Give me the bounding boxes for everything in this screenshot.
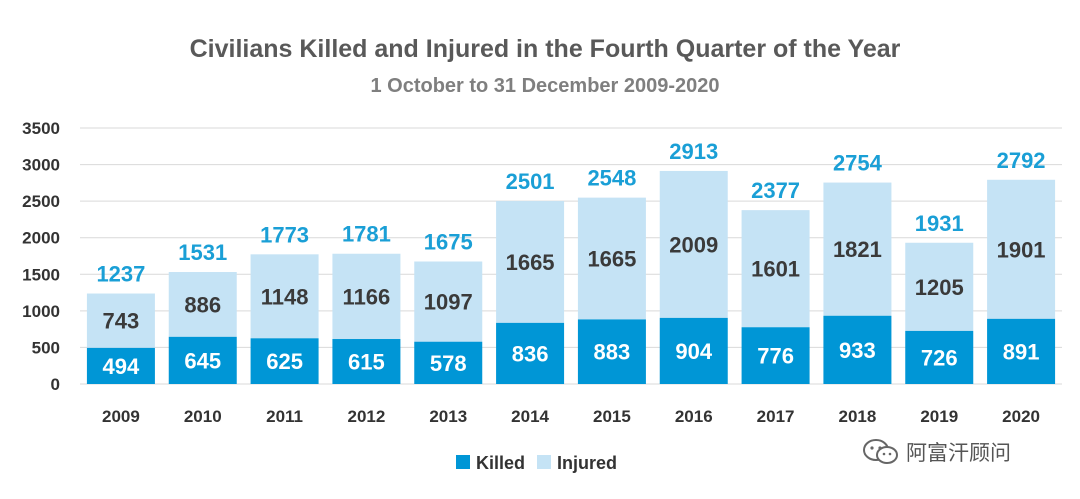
y-tick-label: 2500 [22,192,60,211]
bar-injured [496,201,565,323]
data-label-killed: 625 [266,349,303,374]
bar-injured [741,210,810,328]
data-label-total: 1773 [260,222,309,247]
legend-killed-swatch [456,455,470,469]
watermark-text: 阿富汗顾问 [906,441,1011,465]
x-tick-label: 2020 [1002,407,1040,426]
bar-injured [414,261,483,342]
data-label-killed: 494 [103,354,140,379]
data-label-total: 2792 [997,148,1046,173]
legend-killed-label: Killed [476,453,525,473]
y-tick-label: 1500 [22,265,60,284]
x-tick-label: 2017 [757,407,795,426]
data-label-injured: 1166 [343,284,391,309]
data-label-killed: 836 [512,341,549,366]
bar-injured [987,179,1056,319]
watermark: 阿富汗顾问 [862,437,1011,467]
data-label-total: 2913 [669,139,718,164]
bar-injured [577,197,646,320]
bar-injured [168,272,237,337]
x-axis: 2009 2010 2011 2012 2013 2014 2015 2016 2017 2018… [102,407,1040,426]
y-tick-label: 2000 [22,229,60,248]
y-tick-label: 3500 [22,119,60,138]
data-label-killed: 615 [348,350,385,375]
data-label-killed: 933 [839,338,876,363]
x-tick-label: 2019 [920,407,958,426]
data-label-total: 2501 [506,169,555,194]
bar-killed [496,322,565,384]
data-label-injured: 1097 [424,290,473,315]
x-tick-label: 2011 [266,407,303,426]
bar-killed [332,339,401,384]
data-label-killed: 891 [1003,339,1040,364]
data-label-total: 1531 [178,240,227,265]
bar-injured [86,293,155,348]
x-tick-label: 2010 [184,407,222,426]
data-label-total: 1237 [96,262,145,287]
data-label-total: 1781 [342,222,391,247]
bar-injured [823,182,892,316]
data-label-injured: 2009 [669,232,718,257]
bar-killed [987,318,1056,384]
bars: 494 743 1237 645 886 1531 625 1148 1773 615 1166 17… [86,139,1056,384]
bar-killed [414,341,483,384]
chart-subtitle: 1 October to 31 December 2009-2020 [370,75,719,97]
x-tick-label: 2014 [511,407,549,426]
x-tick-label: 2012 [348,407,386,426]
x-tick-label: 2016 [675,407,713,426]
data-label-killed: 578 [430,351,467,376]
x-tick-label: 2018 [839,407,877,426]
bar-killed [905,330,974,384]
bar-killed [250,338,319,384]
bar-killed [168,336,237,384]
data-label-injured: 886 [184,292,221,317]
chart-title: Civilians Killed and Injured in the Four… [190,35,901,63]
y-tick-label: 3000 [22,156,60,175]
bar-killed [577,319,646,384]
data-label-injured: 1665 [506,250,555,275]
data-label-total: 1675 [424,229,473,254]
bar-injured [332,253,401,340]
bar-killed [823,315,892,384]
data-label-injured: 1901 [997,237,1046,262]
x-tick-label: 2009 [102,407,140,426]
gridlines [80,127,1062,385]
data-label-injured: 1205 [915,275,964,300]
bar-killed [86,347,155,384]
bar-killed [741,327,810,384]
bar-killed [659,317,728,384]
y-axis: 0 500 1000 1500 2000 2500 3000 3500 [22,119,60,394]
y-tick-label: 0 [51,375,60,394]
x-tick-label: 2015 [593,407,631,426]
x-tick-label: 2013 [429,407,467,426]
bar-injured [250,254,319,339]
data-label-injured: 1148 [261,284,309,309]
legend: Killed Injured [456,453,617,473]
data-label-total: 2548 [587,166,636,191]
data-label-injured: 743 [103,309,140,334]
bar-injured [659,170,728,318]
y-tick-label: 1000 [22,302,60,321]
data-label-total: 2377 [751,178,800,203]
data-label-injured: 1601 [751,257,800,282]
data-label-killed: 904 [675,339,712,364]
legend-injured-label: Injured [557,453,617,473]
bar-injured [905,242,974,331]
y-tick-label: 500 [32,338,60,357]
legend-injured-swatch [537,455,551,469]
data-label-total: 1931 [915,211,964,236]
data-label-killed: 726 [921,345,958,370]
wechat-icon [863,439,898,464]
data-label-killed: 883 [594,340,631,365]
data-label-injured: 1665 [587,247,636,272]
data-label-killed: 645 [184,348,221,373]
data-label-total: 2754 [833,151,883,176]
data-label-injured: 1821 [833,237,882,262]
data-label-killed: 776 [757,344,794,369]
